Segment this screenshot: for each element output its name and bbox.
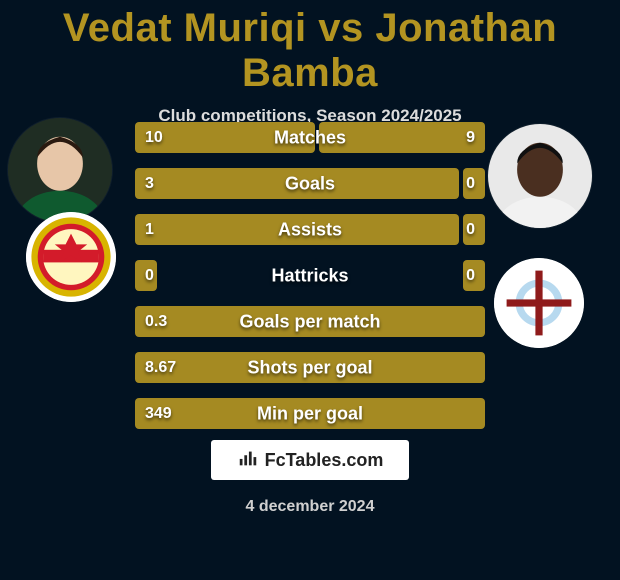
stat-bar-left: 1: [135, 214, 459, 245]
stat-bar-left: 0: [135, 260, 157, 291]
stat-label: Hattricks: [135, 265, 485, 286]
stat-value-right: 0: [466, 267, 475, 285]
player2-avatar: [488, 124, 592, 228]
stat-row: 10Assists: [135, 214, 485, 245]
player1-name: Vedat Muriqi: [63, 6, 307, 50]
player2-club-crest: [494, 258, 584, 348]
stat-value-left: 3: [145, 175, 154, 193]
stat-value-left: 8.67: [145, 359, 176, 377]
stat-row: 30Goals: [135, 168, 485, 199]
stat-value-right: 9: [466, 129, 475, 147]
stat-bar-left: 10: [135, 122, 315, 153]
stat-row: 0.3Goals per match: [135, 306, 485, 337]
stat-bar-left: 349: [135, 398, 485, 429]
vs-separator: vs: [318, 6, 364, 50]
stat-bar-left: 3: [135, 168, 459, 199]
page-title: Vedat Muriqi vs Jonathan Bamba: [0, 0, 620, 96]
stat-row: 349Min per goal: [135, 398, 485, 429]
stat-bar-right: 0: [463, 168, 485, 199]
stat-value-left: 349: [145, 405, 172, 423]
stats-comparison: 109Matches30Goals10Assists00Hattricks0.3…: [135, 122, 485, 444]
branding-text: FcTables.com: [265, 450, 384, 471]
stat-bar-right: 9: [319, 122, 485, 153]
player1-club-crest: [26, 212, 116, 302]
branding-badge: FcTables.com: [211, 440, 409, 480]
stat-value-left: 1: [145, 221, 154, 239]
stat-row: 109Matches: [135, 122, 485, 153]
date-footer: 4 december 2024: [0, 498, 620, 516]
stat-value-right: 0: [466, 175, 475, 193]
stat-bar-right: 0: [463, 260, 485, 291]
stat-bar-right: 0: [463, 214, 485, 245]
stat-bar-left: 8.67: [135, 352, 485, 383]
stat-bar-left: 0.3: [135, 306, 485, 337]
stat-value-right: 0: [466, 221, 475, 239]
stat-value-left: 0.3: [145, 313, 167, 331]
bar-chart-icon: [237, 447, 259, 474]
stat-value-left: 0: [145, 267, 154, 285]
player1-avatar: [8, 118, 112, 222]
stat-value-left: 10: [145, 129, 163, 147]
stat-row: 8.67Shots per goal: [135, 352, 485, 383]
stat-row: 0 0Hattricks: [135, 260, 485, 291]
